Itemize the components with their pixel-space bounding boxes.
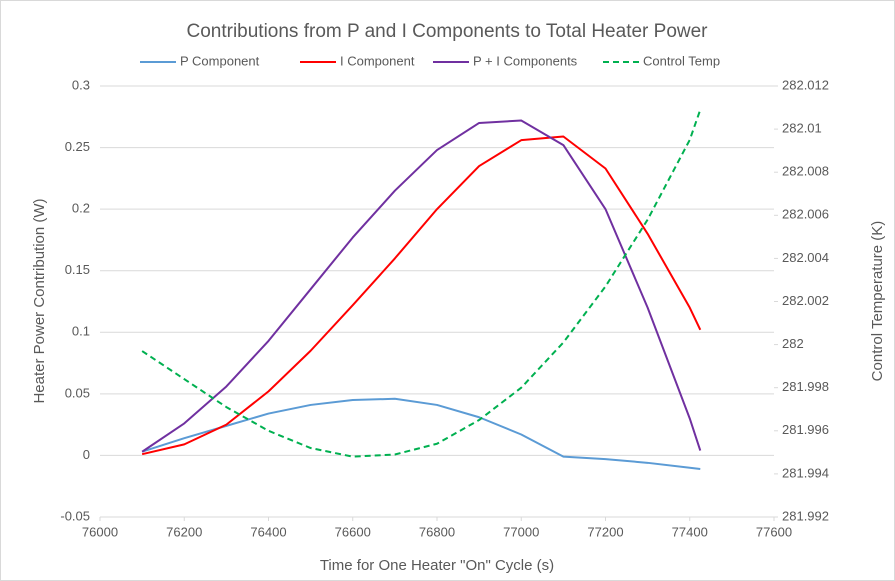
y2-tick-label: 282.008	[782, 164, 829, 179]
series-line	[141, 119, 702, 453]
x-tick-label: 76600	[335, 524, 371, 539]
series-line	[141, 135, 702, 456]
y-tick-label: -0.05	[60, 508, 90, 523]
x-tick-label: 76800	[419, 524, 455, 539]
chart-title: Contributions from P and I Components to…	[186, 21, 708, 42]
y-axis-title: Heater Power Contribution (W)	[31, 198, 48, 403]
y2-tick-label: 282.01	[782, 121, 822, 136]
y2-tick-label: 282.012	[782, 77, 829, 92]
x-tick-label: 76200	[166, 524, 202, 539]
x-axis-title: Time for One Heater "On" Cycle (s)	[320, 557, 554, 574]
y-tick-label: 0.05	[65, 385, 90, 400]
x-tick-label: 77600	[756, 524, 792, 539]
y2-axis-title: Control Temperature (K)	[869, 221, 886, 382]
y2-tick-label: 282.004	[782, 250, 829, 265]
legend-label: Control Temp	[643, 53, 720, 68]
y2-tick-label: 281.994	[782, 465, 829, 480]
y2-tick-label: 281.992	[782, 508, 829, 523]
y2-tick-label: 282	[782, 336, 804, 351]
x-tick-label: 77000	[503, 524, 539, 539]
y-tick-label: 0.15	[65, 262, 90, 277]
series-line	[141, 397, 701, 470]
x-tick-label: 76000	[82, 524, 118, 539]
y-tick-label: 0.1	[72, 324, 90, 339]
y2-tick-label: 282.006	[782, 207, 829, 222]
x-tick-label: 77200	[587, 524, 623, 539]
y2-tick-label: 281.998	[782, 379, 829, 394]
legend-label: I Component	[340, 53, 415, 68]
series-line	[141, 109, 702, 458]
legend-label: P + I Components	[473, 53, 578, 68]
y2-tick-label: 281.996	[782, 422, 829, 437]
y-tick-label: 0	[83, 447, 90, 462]
y-tick-label: 0.3	[72, 77, 90, 92]
y2-tick-label: 282.002	[782, 293, 829, 308]
legend-label: P Component	[180, 53, 260, 68]
x-tick-label: 76400	[250, 524, 286, 539]
y-tick-label: 0.25	[65, 139, 90, 154]
y-tick-label: 0.2	[72, 201, 90, 216]
x-tick-label: 77400	[672, 524, 708, 539]
